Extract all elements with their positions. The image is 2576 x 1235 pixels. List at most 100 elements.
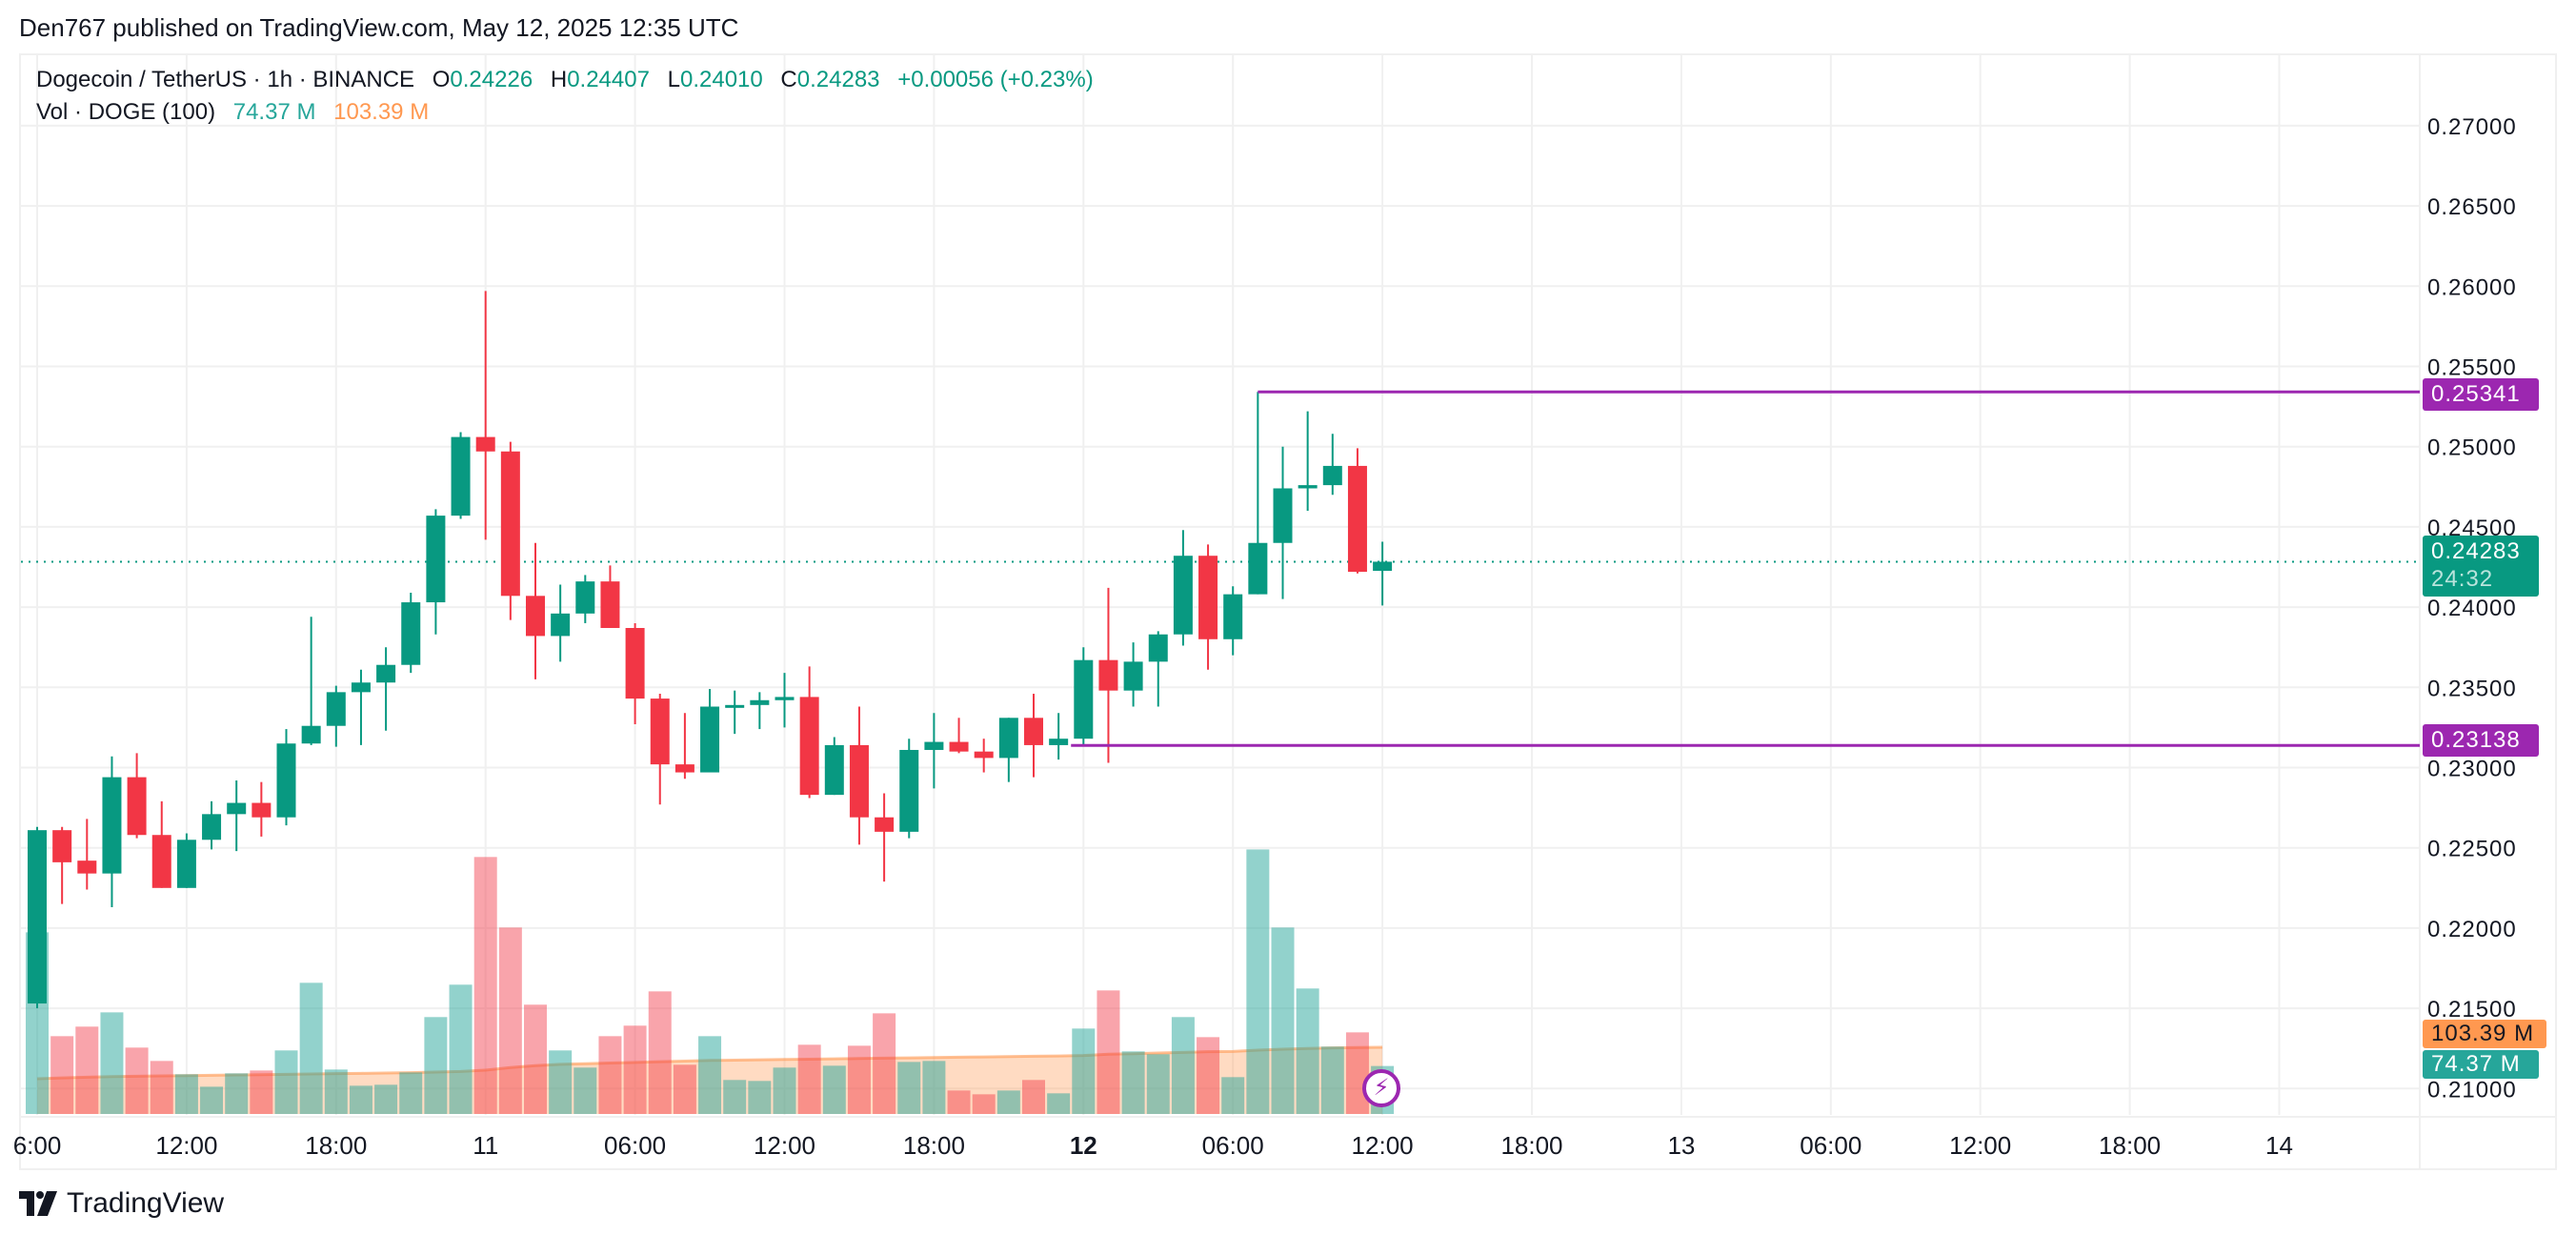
candle-body xyxy=(301,725,321,744)
bar-countdown: 24:32 xyxy=(2431,566,2494,592)
price-axis-label: 0.24000 xyxy=(2427,596,2517,621)
volume-indicator-name[interactable]: Vol · DOGE (100) xyxy=(36,99,216,125)
close-label: C xyxy=(780,67,797,92)
volume-bar xyxy=(598,1036,622,1114)
volume-bar xyxy=(723,1080,747,1114)
price-axis-label: 0.27000 xyxy=(2427,114,2517,140)
volume-bar xyxy=(1221,1077,1245,1114)
candle-body xyxy=(1223,594,1243,639)
volume-bar xyxy=(947,1090,971,1114)
candle-body xyxy=(1248,542,1268,595)
volume-bar xyxy=(1072,1028,1096,1114)
volume-bar xyxy=(822,1065,846,1114)
candle-body xyxy=(77,860,97,874)
volume-bar xyxy=(498,927,522,1114)
resistance-price-tag: 0.25341 xyxy=(2423,378,2539,411)
candle-body xyxy=(849,744,869,818)
low-value: 0.24010 xyxy=(679,67,763,92)
candle-body xyxy=(924,741,944,750)
candle-body xyxy=(401,602,421,665)
volume-bar xyxy=(1146,1054,1170,1114)
volume-bar xyxy=(574,1067,597,1114)
candle-body xyxy=(998,718,1018,759)
volume-bar xyxy=(225,1073,249,1114)
candle-body xyxy=(799,697,819,796)
change-value: +0.00056 (+0.23%) xyxy=(897,67,1094,92)
candle-body xyxy=(1373,561,1393,572)
low-label: L xyxy=(667,67,680,92)
time-axis-label: 06:00 xyxy=(1800,1131,1862,1160)
candle-body xyxy=(451,436,471,516)
candle-body xyxy=(974,751,994,759)
volume-bar xyxy=(150,1061,173,1114)
logo-text: TradingView xyxy=(67,1187,225,1219)
time-axis-label: 12:00 xyxy=(754,1131,815,1160)
candle-body xyxy=(102,777,122,874)
volume-bar xyxy=(125,1047,149,1114)
price-axis-label: 0.22000 xyxy=(2427,917,2517,942)
volume-ma-tag: 103.39 M xyxy=(2423,1020,2546,1048)
candle-body xyxy=(475,436,495,452)
candle-body xyxy=(1322,465,1342,486)
price-axis-label: 0.21500 xyxy=(2427,997,2517,1022)
candle-body xyxy=(650,698,670,765)
volume-bar xyxy=(873,1013,896,1114)
candle-body xyxy=(1298,485,1318,489)
volume-bar xyxy=(1097,990,1120,1114)
candle-body xyxy=(176,840,196,888)
candle-body xyxy=(824,744,844,796)
volume-legend: Vol · DOGE (100) 74.37 M 103.39 M xyxy=(36,99,429,126)
candle-body xyxy=(500,451,520,597)
close-value: 0.24283 xyxy=(796,67,880,92)
volume-bar xyxy=(1197,1037,1220,1114)
volume-bar xyxy=(1121,1051,1145,1114)
volume-bar xyxy=(1022,1080,1045,1114)
candle-body xyxy=(775,697,795,700)
candle-body xyxy=(1198,556,1218,639)
candle-body xyxy=(899,749,919,832)
price-axis-label: 0.26500 xyxy=(2427,194,2517,220)
volume-bar xyxy=(748,1081,772,1114)
candle-body xyxy=(252,802,272,818)
candle-body xyxy=(1123,661,1143,691)
volume-bar xyxy=(1047,1093,1071,1114)
time-axis-label: 11 xyxy=(473,1131,498,1160)
candle-body xyxy=(351,682,371,693)
volume-bar xyxy=(399,1072,423,1114)
volume-bar xyxy=(623,1025,647,1114)
volume-bar xyxy=(897,1062,921,1114)
volume-bar xyxy=(299,982,323,1114)
candle-body xyxy=(551,613,571,637)
candle-body xyxy=(1148,634,1168,662)
volume-tag: 74.37 M xyxy=(2423,1050,2539,1079)
lightning-bolt-icon[interactable]: ⚡︎ xyxy=(1362,1069,1400,1107)
volume-bar xyxy=(797,1044,821,1114)
volume-value: 74.37 M xyxy=(232,99,316,125)
volume-bar xyxy=(1345,1032,1369,1114)
candle-body xyxy=(625,627,645,699)
current-price-tag: 0.24283 24:32 xyxy=(2423,536,2539,597)
volume-bar xyxy=(972,1094,996,1114)
volume-bar xyxy=(50,1036,74,1114)
time-axis-label: 18:00 xyxy=(1500,1131,1562,1160)
volume-bar xyxy=(200,1086,224,1114)
support-price-tag: 0.23138 xyxy=(2423,724,2539,757)
candle-body xyxy=(202,814,222,840)
candle-body xyxy=(526,596,545,637)
candle-body xyxy=(600,581,620,628)
candle-body xyxy=(875,817,895,832)
volume-bar xyxy=(174,1074,198,1114)
candle-body xyxy=(1273,488,1293,543)
candle-body xyxy=(750,699,770,705)
candle-body xyxy=(1074,659,1094,739)
tradingview-logo-icon xyxy=(19,1191,57,1216)
price-axis-label: 0.23500 xyxy=(2427,676,2517,701)
tradingview-logo[interactable]: TradingView xyxy=(19,1187,224,1220)
time-axis-label: 18:00 xyxy=(903,1131,965,1160)
time-axis-label: 13 xyxy=(1667,1131,1695,1160)
candle-body xyxy=(426,516,446,603)
volume-bar xyxy=(1246,849,1270,1114)
volume-bar xyxy=(374,1084,398,1114)
symbol-name[interactable]: Dogecoin / TetherUS · 1h · BINANCE xyxy=(36,67,415,92)
